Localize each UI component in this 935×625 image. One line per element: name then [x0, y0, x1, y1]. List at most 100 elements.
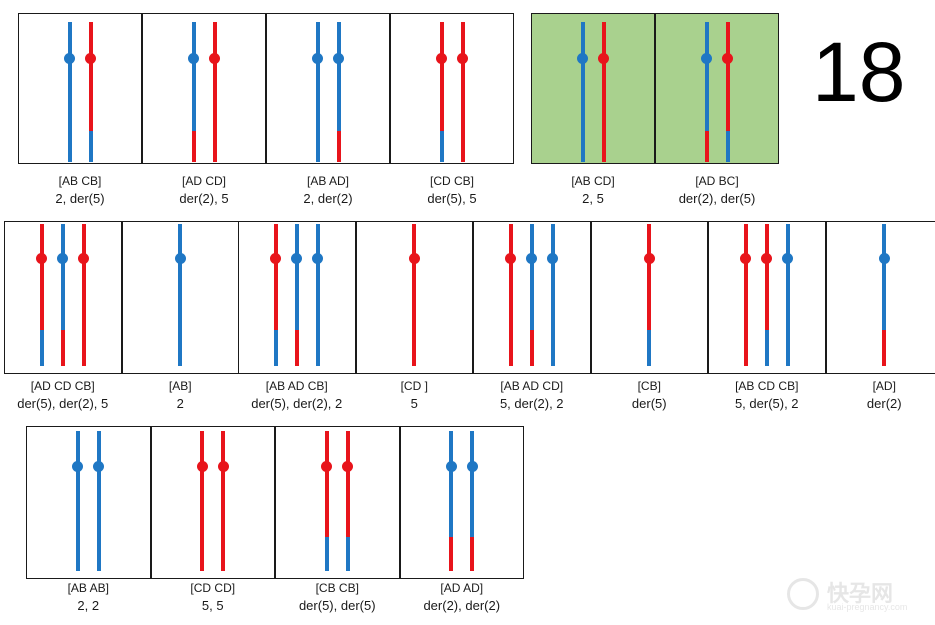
- centromere-dot: [526, 252, 538, 264]
- centromere-dot: [196, 460, 208, 472]
- centromere-dot: [445, 460, 457, 472]
- panel-label-karyotype: 2, 5: [582, 191, 604, 206]
- centromere-dot: [72, 460, 84, 472]
- chromosome-upper-segment: [75, 431, 80, 537]
- panel-label-genotype: [AB CB]: [58, 174, 102, 188]
- chromosome-lower-segment: [67, 131, 72, 162]
- chromosome-lower-segment: [315, 330, 320, 366]
- chromosome-lower-segment: [704, 131, 709, 162]
- centromere-dot: [64, 52, 75, 64]
- panel-label-genotype: [AB CD]: [571, 174, 615, 188]
- panel-label-karyotype: der(2), der(5): [678, 191, 756, 206]
- chromosome-upper-segment: [60, 224, 65, 330]
- chromosome-lower-segment: [647, 330, 652, 366]
- chromosome-upper-segment: [221, 431, 226, 537]
- chromosome-lower-segment: [294, 330, 299, 366]
- panel-label-genotype: [CD CD]: [190, 581, 236, 595]
- panel: [390, 13, 514, 164]
- panel-label-karyotype: der(2), der(2): [423, 598, 501, 613]
- chromosome-lower-segment: [75, 537, 80, 571]
- panel-label-genotype: [AB AD]: [306, 174, 350, 188]
- chromosome-upper-segment: [212, 22, 217, 131]
- centromere-dot: [85, 52, 96, 64]
- panel-label-karyotype: 5: [410, 396, 418, 411]
- chromosome-lower-segment: [88, 131, 93, 162]
- panel-label: [AB CD] 2, 5: [521, 173, 665, 207]
- centromere-dot: [174, 252, 186, 264]
- centromere-dot: [547, 252, 559, 264]
- chromosome-lower-segment: [336, 131, 341, 162]
- centromere-dot: [57, 252, 69, 264]
- chromosome-upper-segment: [191, 22, 196, 131]
- panel: [275, 426, 400, 579]
- panel-label-karyotype: der(5), der(2), 2: [251, 396, 343, 411]
- centromere-dot: [333, 52, 344, 64]
- chromosome-upper-segment: [200, 431, 205, 537]
- centromere-dot: [78, 252, 90, 264]
- chromosome-lower-segment: [345, 537, 350, 571]
- chromosome-lower-segment: [601, 131, 606, 162]
- chromosome-upper-segment: [647, 224, 652, 330]
- chromosome-upper-segment: [704, 22, 709, 131]
- panel: [825, 221, 935, 374]
- chromosome-upper-segment: [412, 224, 417, 330]
- centromere-dot: [722, 52, 733, 64]
- panel-label-karyotype: 2, 2: [77, 598, 100, 613]
- watermark-url: kuai-pregnancy.com: [827, 602, 908, 612]
- chromosome-upper-segment: [470, 431, 475, 537]
- chromosome-lower-segment: [508, 330, 513, 366]
- chromosome-lower-segment: [178, 330, 183, 366]
- chromosome-upper-segment: [294, 224, 299, 330]
- big-number: 18: [812, 25, 906, 119]
- centromere-dot: [761, 252, 773, 264]
- panel-label-genotype: [AB AB]: [67, 581, 109, 595]
- panel-label-karyotype: der(5), 5: [427, 191, 477, 206]
- chromosome-upper-segment: [550, 224, 555, 330]
- centromere-dot: [217, 460, 229, 472]
- panel-label-genotype: [AD]: [872, 379, 896, 393]
- panel-label-genotype: [CB CB]: [315, 581, 359, 595]
- panel-label: [CB CB] der(5), der(5): [265, 580, 410, 614]
- chromosome-lower-segment: [439, 131, 444, 162]
- chromosome-lower-segment: [96, 537, 101, 571]
- panel-label-genotype: [CD ]: [400, 379, 428, 393]
- panel-label-karyotype: der(2), 5: [179, 191, 229, 206]
- chromosome-lower-segment: [470, 537, 475, 571]
- chromosome-upper-segment: [439, 22, 444, 131]
- panel-label: [AD] der(2): [816, 378, 935, 412]
- centromere-dot: [457, 52, 468, 64]
- panel-label-genotype: [CB]: [637, 379, 661, 393]
- centromere-dot: [408, 252, 420, 264]
- chromosome-upper-segment: [39, 224, 44, 330]
- chromosome-upper-segment: [580, 22, 585, 131]
- panel-label: [CD ] 5: [346, 378, 484, 412]
- chromosome-upper-segment: [67, 22, 72, 131]
- panel-label-karyotype: 5, der(2), 2: [499, 396, 564, 411]
- panel-label-karyotype: 5, der(5), 2: [734, 396, 799, 411]
- panel-label: [CD CB] der(5), 5: [380, 173, 524, 207]
- chromosome-lower-segment: [200, 537, 205, 571]
- centromere-dot: [466, 460, 478, 472]
- chromosome-lower-segment: [324, 537, 329, 571]
- chromosome-upper-segment: [324, 431, 329, 537]
- chromosome-upper-segment: [88, 22, 93, 131]
- chromosome-lower-segment: [221, 537, 226, 571]
- panel-label: [AD CD] der(2), 5: [132, 173, 276, 207]
- chromosome-upper-segment: [529, 224, 534, 330]
- chromosome-lower-segment: [550, 330, 555, 366]
- chromosome-lower-segment: [60, 330, 65, 366]
- centromere-dot: [93, 460, 105, 472]
- centromere-dot: [312, 252, 324, 264]
- panel-label: [CD CD] 5, 5: [141, 580, 286, 614]
- chromosome-upper-segment: [508, 224, 513, 330]
- chromosome-upper-segment: [315, 224, 320, 330]
- highlighted-panel: [531, 13, 655, 164]
- panel: [26, 426, 151, 579]
- panel: [266, 13, 390, 164]
- chromosome-upper-segment: [178, 224, 183, 330]
- panel-label: [AB AD CB] der(5), der(2), 2: [228, 378, 366, 412]
- watermark-title: 快孕网: [827, 581, 894, 606]
- panel-label: [AD BC] der(2), der(5): [645, 173, 789, 207]
- panel-label-genotype: [AB AD CD]: [500, 379, 564, 393]
- centromere-dot: [598, 52, 609, 64]
